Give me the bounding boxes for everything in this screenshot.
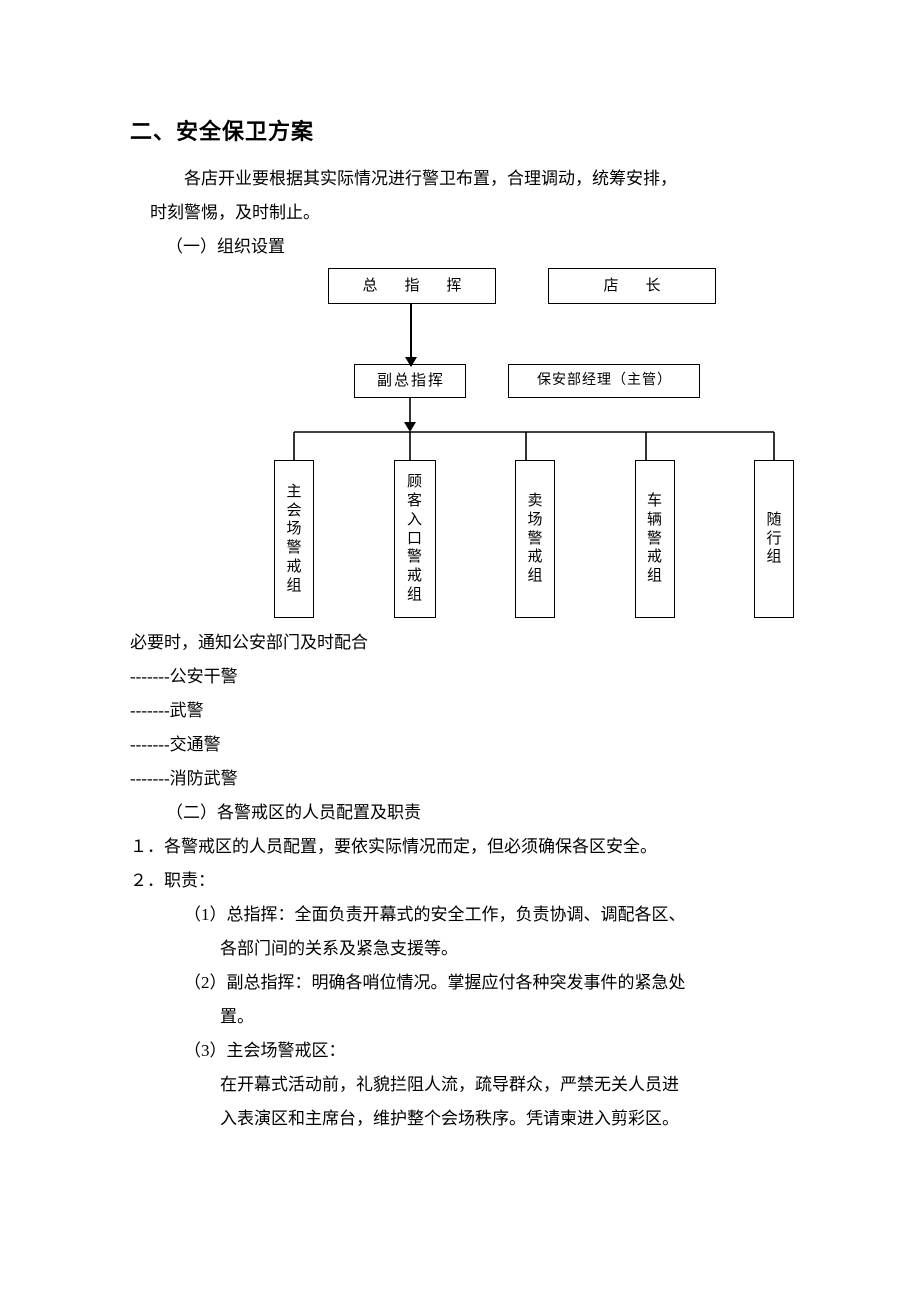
- coop-item: -------交通警: [130, 728, 820, 762]
- duty-3-line-c: 入表演区和主席台，维护整个会场秩序。凭请柬进入剪彩区。: [220, 1102, 820, 1136]
- duty-2-line-b: 置。: [220, 1000, 820, 1034]
- org-group-vehicle: 车辆警戒组: [635, 460, 675, 618]
- subsection-2-title: （二）各警戒区的人员配置及职责: [166, 796, 820, 830]
- intro-line-1: 各店开业要根据其实际情况进行警卫布置，合理调动，统筹安排，: [150, 162, 820, 196]
- org-group-label: 主会场警戒组: [286, 483, 301, 596]
- duty-3-line-b: 在开幕式活动前，礼貌拦阻人流，疏导群众，严禁无关人员进: [220, 1068, 820, 1102]
- org-box-store-manager: 店 长: [548, 268, 716, 304]
- arrow-down-icon: [410, 304, 412, 366]
- subsection-1-title: （一）组织设置: [166, 230, 820, 264]
- section-heading: 二、安全保卫方案: [130, 110, 820, 154]
- org-group-sales-floor: 卖场警戒组: [515, 460, 555, 618]
- coop-note: 必要时，通知公安部门及时配合: [130, 626, 820, 660]
- org-row-mid: 副总指挥 保安部经理（主管）: [354, 364, 810, 398]
- org-groups-row: 主会场警戒组 顾客入口警戒组 卖场警戒组 车辆警戒组 随行组: [274, 460, 794, 618]
- duty-2-line-a: （2）副总指挥：明确各哨位情况。掌握应付各种突发事件的紧急处: [184, 966, 820, 1000]
- org-box-commander: 总 指 挥: [328, 268, 496, 304]
- org-group-label: 车辆警戒组: [647, 492, 662, 586]
- org-group-label: 卖场警戒组: [527, 492, 542, 586]
- org-box-deputy: 副总指挥: [354, 364, 466, 398]
- duty-1-line-a: （1）总指挥：全面负责开幕式的安全工作，负责协调、调配各区、: [184, 898, 820, 932]
- org-group-escort: 随行组: [754, 460, 794, 618]
- org-chart: 总 指 挥 店 长 副总指挥 保安部经理（主管） 主会场警戒组 顾客入口警戒组 …: [270, 268, 810, 618]
- list-item-1: １．各警戒区的人员配置，要依实际情况而定，但必须确保各区安全。: [130, 830, 820, 864]
- list-item-2: ２．职责：: [130, 864, 820, 898]
- org-group-label: 随行组: [766, 511, 781, 567]
- coop-item: -------武警: [130, 694, 820, 728]
- org-group-label: 顾客入口警戒组: [407, 473, 422, 604]
- coop-item: -------公安干警: [130, 660, 820, 694]
- org-row-top: 总 指 挥 店 长: [328, 268, 810, 304]
- org-group-main-venue: 主会场警戒组: [274, 460, 314, 618]
- org-group-entrance: 顾客入口警戒组: [394, 460, 436, 618]
- coop-item: -------消防武警: [130, 762, 820, 796]
- duty-1-line-b: 各部门间的关系及紧急支援等。: [220, 932, 820, 966]
- org-box-security-mgr: 保安部经理（主管）: [508, 364, 700, 398]
- duty-3-line-a: （3）主会场警戒区：: [184, 1034, 820, 1068]
- intro-line-2: 时刻警惕，及时制止。: [150, 196, 820, 230]
- org-tree-connector: [270, 398, 800, 462]
